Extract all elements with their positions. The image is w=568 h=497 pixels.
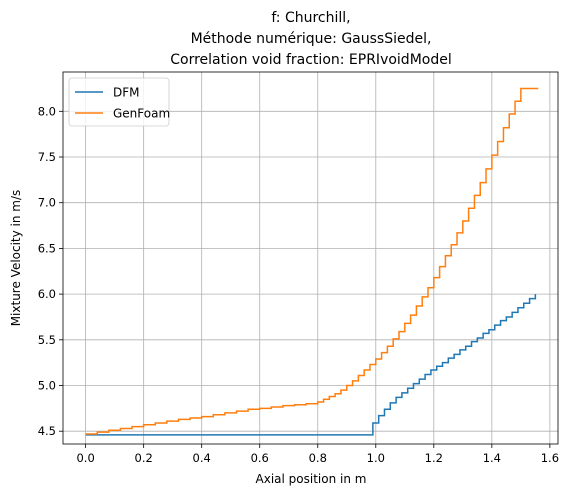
y-axis-label: Mixture Velocity in m/s <box>9 190 23 327</box>
y-tick-label: 4.5 <box>38 424 56 438</box>
y-tick-label: 7.5 <box>38 150 56 164</box>
grid <box>63 72 558 444</box>
chart-title-line-2: Méthode numérique: GaussSiedel, <box>191 31 432 47</box>
x-tick-label: 1.4 <box>483 451 501 465</box>
y-tick-label: 8.0 <box>38 104 56 118</box>
y-tick-label: 6.0 <box>38 287 56 301</box>
x-tick-label: 0.4 <box>193 451 211 465</box>
chart-title-line-3: Correlation void fraction: EPRIvoidModel <box>170 52 451 68</box>
legend-label-dfm: DFM <box>113 86 140 100</box>
plot-frame <box>62 71 559 445</box>
x-tick-label: 1.6 <box>541 451 559 465</box>
x-tick-label: 0.8 <box>309 451 327 465</box>
legend-label-genfoam: GenFoam <box>113 107 170 121</box>
y-tick-label: 5.5 <box>38 333 56 347</box>
series-line-dfm <box>85 294 537 436</box>
chart-title: f: Churchill, Méthode numérique: GaussSi… <box>170 10 451 68</box>
y-tick-label: 5.0 <box>38 379 56 393</box>
legend: DFM GenFoam <box>68 77 170 127</box>
y-tick-label: 7.0 <box>38 196 56 210</box>
x-axis-ticks: 0.0 0.2 0.4 0.6 0.8 1.0 1.2 1.4 1.6 <box>76 444 559 465</box>
x-tick-label: 1.0 <box>367 451 385 465</box>
series-layer <box>85 87 539 436</box>
chart-title-line-1: f: Churchill, <box>271 10 350 26</box>
y-axis-ticks: 4.5 5.0 5.5 6.0 6.5 7.0 7.5 8.0 <box>38 104 63 438</box>
x-tick-label: 0.6 <box>251 451 269 465</box>
y-tick-label: 6.5 <box>38 241 56 255</box>
x-tick-label: 1.2 <box>425 451 443 465</box>
legend-box <box>68 77 170 127</box>
x-tick-label: 0.0 <box>76 451 94 465</box>
series-line-genfoam <box>85 87 539 435</box>
x-tick-label: 0.2 <box>135 451 153 465</box>
x-axis-label: Axial position in m <box>256 472 367 486</box>
